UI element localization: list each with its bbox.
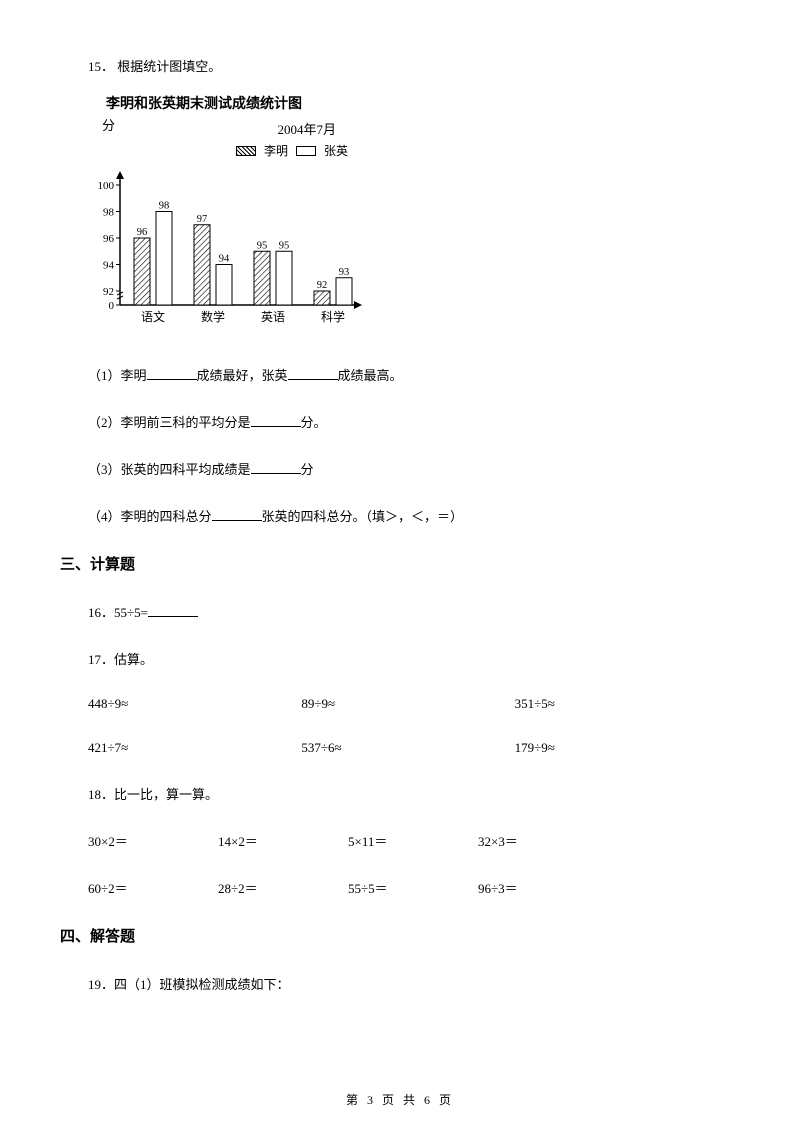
q15-sub1-post: 成绩最高。 [338, 368, 403, 383]
chart-title: 李明和张英期末测试成绩统计图 [88, 93, 740, 113]
q15-sub4-post: 张英的四科总分。（填＞，＜，＝） [262, 509, 464, 524]
blank [147, 366, 197, 380]
svg-text:96: 96 [137, 227, 148, 238]
q15-num: 15． [88, 59, 114, 74]
blank [148, 603, 198, 617]
q15-sub3-pre: （3）张英的四科平均成绩是 [88, 462, 251, 477]
q17-row2: 421÷7≈ 537÷6≈ 179÷9≈ [88, 740, 728, 756]
bar-chart-svg: 0 92 94 96 98 100 96 98 语文 97 94 数学 95 95 英语 92 93 科学 [88, 165, 368, 335]
q18-text: 比一比，算一算。 [114, 787, 218, 802]
legend-swatch-zhangying [296, 146, 316, 156]
q15-sub1-pre: （1）李明 [88, 368, 147, 383]
blank [288, 366, 338, 380]
q16-text: 55÷5= [114, 605, 148, 620]
q15-chart: 李明和张英期末测试成绩统计图 分 2004年7月 李明 张英 0 92 94 96 98… [88, 93, 740, 335]
svg-text:0: 0 [109, 300, 115, 312]
svg-text:95: 95 [257, 240, 268, 251]
svg-text:语文: 语文 [141, 309, 165, 324]
q17-r1c1: 448÷9≈ [88, 696, 301, 712]
svg-text:95: 95 [279, 240, 290, 251]
q15-sub4: （4）李明的四科总分 张英的四科总分。（填＞，＜，＝） [88, 506, 740, 525]
q15-sub4-pre: （4）李明的四科总分 [88, 509, 212, 524]
q17-r1c2: 89÷9≈ [301, 696, 514, 712]
q15-sub2-post: 分。 [301, 415, 327, 430]
question-16: 16．55÷5= [88, 602, 740, 621]
question-18-stem: 18．比一比，算一算。 [88, 784, 740, 803]
q15-sub2: （2）李明前三科的平均分是 分。 [88, 412, 740, 431]
q17-r2c1: 421÷7≈ [88, 740, 301, 756]
chart-area: 分 2004年7月 李明 张英 0929496981009698语文9794数学… [88, 119, 368, 335]
question-19: 19．四（1）班模拟检测成绩如下： [88, 974, 740, 993]
q17-num: 17． [88, 652, 114, 667]
legend-label-liming: 李明 [264, 142, 288, 159]
question-17-stem: 17．估算。 [88, 649, 740, 668]
q16-num: 16． [88, 605, 114, 620]
q15-text: 根据统计图填空。 [117, 59, 221, 74]
q18-row2: 60÷2＝ 28÷2＝ 55÷5＝ 96÷3＝ [88, 878, 608, 897]
q18-r2c2: 28÷2＝ [218, 878, 348, 897]
q19-num: 19． [88, 977, 114, 992]
q18-r2c4: 96÷3＝ [478, 878, 608, 897]
q15-sub2-pre: （2）李明前三科的平均分是 [88, 415, 251, 430]
blank [251, 460, 301, 474]
q17-row1: 448÷9≈ 89÷9≈ 351÷5≈ [88, 696, 728, 712]
q19-text: 四（1）班模拟检测成绩如下： [114, 977, 290, 992]
section-3-heading: 三、计算题 [60, 553, 740, 574]
svg-text:96: 96 [103, 233, 115, 245]
q17-text: 估算。 [114, 652, 153, 667]
q15-sub1: （1）李明 成绩最好，张英 成绩最高。 [88, 365, 740, 384]
chart-legend: 李明 张英 [88, 142, 348, 159]
svg-text:英语: 英语 [261, 310, 285, 324]
q17-r1c3: 351÷5≈ [515, 696, 728, 712]
legend-label-zhangying: 张英 [324, 142, 348, 159]
svg-text:92: 92 [317, 280, 328, 291]
svg-text:100: 100 [98, 180, 115, 192]
blank [212, 507, 262, 521]
svg-text:94: 94 [219, 254, 230, 265]
page-footer: 第 3 页 共 6 页 [0, 1091, 800, 1108]
q18-r1c2: 14×2＝ [218, 831, 348, 850]
q18-r2c3: 55÷5＝ [348, 878, 478, 897]
svg-text:97: 97 [197, 214, 208, 225]
svg-text:科学: 科学 [321, 309, 345, 324]
q17-r2c2: 537÷6≈ [301, 740, 514, 756]
q15-sub1-mid: 成绩最好，张英 [197, 368, 288, 383]
svg-text:98: 98 [103, 207, 115, 219]
q18-r1c4: 32×3＝ [478, 831, 608, 850]
q18-num: 18． [88, 787, 114, 802]
question-15-stem: 15． 根据统计图填空。 [88, 56, 740, 75]
y-axis-label: 分 [102, 115, 115, 134]
chart-date: 2004年7月 [88, 119, 348, 138]
q18-r2c1: 60÷2＝ [88, 878, 218, 897]
svg-text:94: 94 [103, 260, 115, 272]
q18-r1c1: 30×2＝ [88, 831, 218, 850]
svg-text:数学: 数学 [201, 309, 225, 324]
svg-text:93: 93 [339, 267, 350, 278]
q18-r1c3: 5×11＝ [348, 831, 478, 850]
section-4-heading: 四、解答题 [60, 925, 740, 946]
svg-text:92: 92 [103, 286, 114, 298]
q17-r2c3: 179÷9≈ [515, 740, 728, 756]
legend-swatch-liming [236, 146, 256, 156]
q18-row1: 30×2＝ 14×2＝ 5×11＝ 32×3＝ [88, 831, 608, 850]
svg-text:98: 98 [159, 201, 170, 212]
q15-sub3: （3）张英的四科平均成绩是 分 [88, 459, 740, 478]
q15-sub3-post: 分 [301, 462, 314, 477]
blank [251, 413, 301, 427]
